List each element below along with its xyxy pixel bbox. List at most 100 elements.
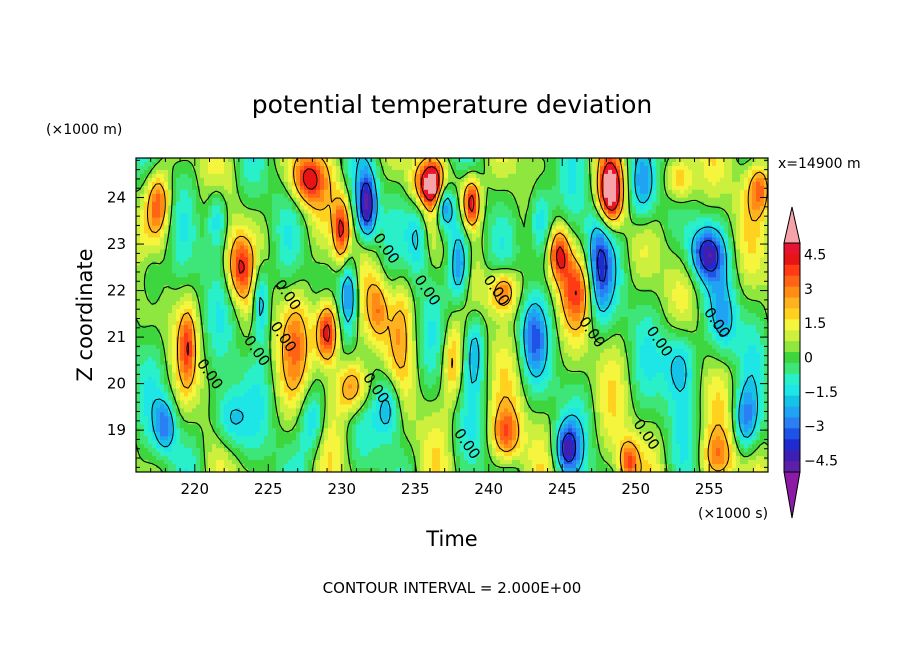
heatmap-cell: [296, 177, 301, 183]
heatmap-cell: [424, 265, 429, 270]
heatmap-cell: [576, 185, 581, 191]
heatmap-cell: [600, 269, 605, 274]
heatmap-cell: [200, 217, 205, 223]
heatmap-cell: [428, 161, 433, 167]
heatmap-cell: [360, 261, 365, 266]
heatmap-cell: [624, 193, 629, 199]
heatmap-cell: [224, 193, 229, 199]
heatmap-cell: [592, 273, 597, 278]
heatmap-cell: [584, 173, 589, 179]
heatmap-cell: [332, 257, 337, 262]
heatmap-cell: [648, 169, 653, 175]
heatmap-cell: [412, 245, 417, 251]
heatmap-cell: [296, 245, 301, 251]
heatmap-cell: [368, 225, 373, 231]
heatmap-cell: [300, 245, 305, 251]
heatmap-cell: [732, 277, 737, 282]
heatmap-cell: [416, 225, 421, 231]
heatmap-cell: [412, 158, 417, 163]
heatmap-cell: [272, 209, 277, 215]
heatmap-cell: [660, 177, 665, 183]
heatmap-cell: [568, 201, 573, 207]
heatmap-cell: [528, 197, 533, 203]
heatmap-cell: [164, 281, 169, 286]
heatmap-cell: [428, 249, 433, 254]
heatmap-cell: [756, 197, 761, 203]
heatmap-cell: [344, 269, 349, 274]
heatmap-cell: [244, 245, 249, 251]
heatmap-cell: [192, 257, 197, 262]
heatmap-cell: [420, 273, 425, 278]
heatmap-cell: [596, 181, 601, 187]
heatmap-cell: [704, 185, 709, 191]
heatmap-cell: [212, 265, 217, 270]
heatmap-cell: [744, 237, 749, 243]
heatmap-cell: [664, 273, 669, 278]
heatmap-cell: [548, 213, 553, 219]
heatmap-cell: [216, 257, 221, 262]
heatmap-cell: [144, 177, 149, 183]
heatmap-cell: [400, 229, 405, 235]
heatmap-cell: [460, 257, 465, 262]
heatmap-cell: [380, 185, 385, 191]
heatmap-cell: [648, 205, 653, 211]
heatmap-cell: [496, 185, 501, 191]
heatmap-cell: [736, 253, 741, 258]
heatmap-cell: [228, 197, 233, 203]
heatmap-cell: [184, 245, 189, 251]
heatmap-cell: [672, 261, 677, 266]
heatmap-cell: [308, 165, 313, 171]
heatmap-cell: [604, 237, 609, 243]
heatmap-cell: [336, 161, 341, 167]
heatmap-cell: [360, 221, 365, 227]
heatmap-cell: [508, 161, 513, 167]
heatmap-cell: [240, 193, 245, 199]
heatmap-cell: [152, 177, 157, 183]
heatmap-cell: [196, 249, 201, 254]
heatmap-cell: [168, 173, 173, 179]
heatmap-cell: [248, 197, 253, 203]
heatmap-cell: [220, 253, 225, 258]
heatmap-cell: [560, 201, 565, 207]
heatmap-cell: [200, 185, 205, 191]
heatmap-cell: [640, 257, 645, 262]
heatmap-cell: [232, 213, 237, 219]
heatmap-cell: [564, 253, 569, 258]
heatmap-cell: [244, 269, 249, 274]
heatmap-cell: [440, 281, 445, 286]
heatmap-cell: [212, 185, 217, 191]
heatmap-cell: [328, 225, 333, 231]
heatmap-cell: [560, 261, 565, 266]
heatmap-cell: [488, 158, 493, 163]
heatmap-cell: [368, 205, 373, 211]
heatmap-cell: [596, 277, 601, 282]
heatmap-cell: [740, 177, 745, 183]
heatmap-cell: [424, 173, 429, 179]
heatmap-cell: [444, 261, 449, 266]
heatmap-cell: [460, 173, 465, 179]
heatmap-cell: [760, 217, 765, 223]
heatmap-cell: [196, 205, 201, 211]
heatmap-cell: [564, 161, 569, 167]
heatmap-cell: [572, 189, 577, 195]
heatmap-cell: [172, 189, 177, 195]
heatmap-cell: [504, 217, 509, 223]
heatmap-cell: [308, 193, 313, 199]
heatmap-cell: [416, 161, 421, 167]
heatmap-cell: [284, 181, 289, 187]
heatmap-cell: [608, 213, 613, 219]
heatmap-cell: [304, 189, 309, 195]
heatmap-cell: [320, 169, 325, 175]
heatmap-cell: [400, 221, 405, 227]
heatmap-cell: [636, 269, 641, 274]
heatmap-cell: [264, 158, 269, 163]
heatmap-cell: [620, 213, 625, 219]
heatmap-cell: [664, 181, 669, 187]
heatmap-cell: [628, 225, 633, 231]
heatmap-cell: [472, 193, 477, 199]
heatmap-cell: [640, 177, 645, 183]
heatmap-cell: [160, 253, 165, 258]
heatmap-cell: [324, 269, 329, 274]
heatmap-cell: [632, 249, 637, 254]
heatmap-cell: [548, 229, 553, 235]
